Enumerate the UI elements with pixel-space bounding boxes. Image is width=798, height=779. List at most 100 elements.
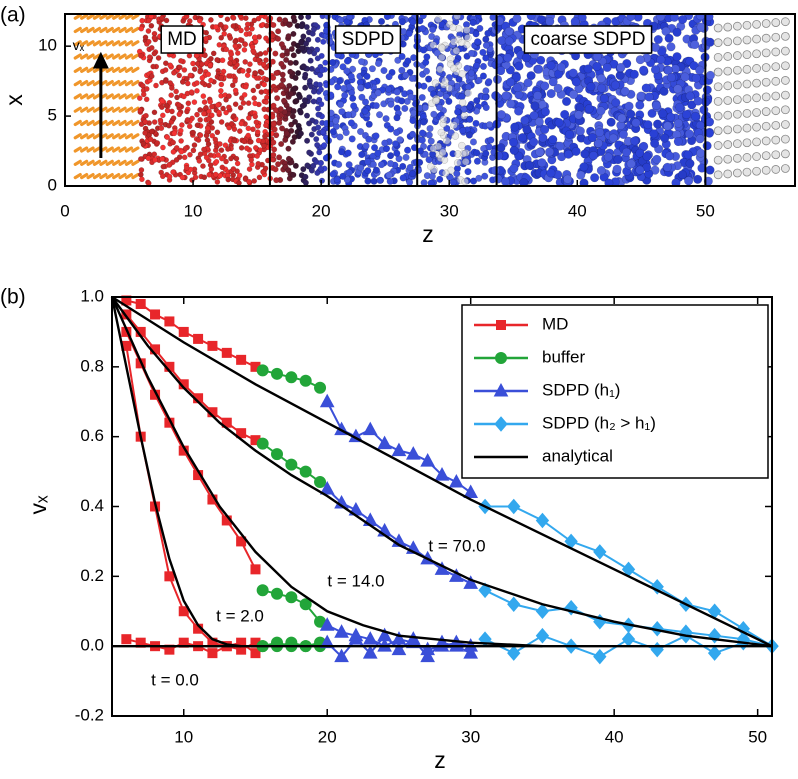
wall-atom: [80, 53, 89, 60]
wall-atom: [118, 119, 127, 127]
particle: [643, 120, 653, 130]
particle: [514, 106, 524, 116]
particle: [512, 83, 522, 93]
particle: [429, 26, 437, 34]
particle: [358, 93, 366, 101]
particle: [361, 98, 370, 106]
particle: [255, 160, 262, 167]
particle: [650, 138, 660, 148]
particle: [421, 150, 429, 158]
particle: [218, 147, 225, 154]
particle: [151, 34, 158, 41]
particle: [182, 145, 189, 152]
wall-atom: [732, 153, 742, 163]
particle: [673, 136, 683, 147]
particle: [429, 41, 438, 49]
particle: [398, 66, 406, 74]
particle: [430, 110, 438, 118]
particle: [500, 176, 511, 186]
particle: [318, 67, 326, 74]
particle: [226, 104, 232, 111]
marker: [362, 421, 378, 436]
particle: [157, 117, 164, 124]
particle: [467, 49, 476, 57]
particle: [162, 60, 169, 67]
particle: [616, 62, 626, 72]
particle: [636, 91, 646, 101]
particle: [419, 25, 427, 33]
wall-atom: [732, 80, 742, 90]
particle: [683, 150, 693, 160]
wall-atom: [131, 80, 140, 87]
wall-atom: [771, 47, 781, 57]
particle: [137, 171, 144, 178]
wall-atom: [80, 106, 89, 113]
particle: [167, 80, 174, 86]
series-line: [111, 296, 773, 648]
particle: [186, 52, 193, 59]
particle: [693, 96, 703, 106]
particle: [203, 35, 209, 42]
particle: [151, 119, 158, 125]
wall-atom: [742, 35, 752, 45]
particle: [171, 69, 177, 76]
wall-atom: [761, 92, 771, 102]
particle: [586, 82, 596, 92]
particle: [317, 160, 324, 167]
particle: [183, 164, 190, 171]
particle: [320, 38, 327, 45]
particle: [553, 83, 563, 93]
wall-atom: [780, 76, 790, 85]
wall-atom: [105, 14, 114, 20]
wall-atom: [713, 111, 723, 121]
particle: [275, 28, 282, 35]
particle: [519, 178, 529, 186]
particle: [406, 178, 414, 186]
y-tick-label: 0.2: [80, 566, 104, 585]
particle: [336, 133, 344, 141]
particle: [474, 38, 482, 46]
wall-atom: [761, 33, 771, 43]
marker: [463, 575, 479, 589]
wall-atom: [780, 46, 790, 56]
particle: [241, 138, 248, 145]
wall-atom: [124, 159, 134, 166]
wall-atom: [92, 53, 102, 60]
marker: [164, 571, 175, 582]
marker: [348, 627, 364, 642]
particle: [504, 26, 514, 36]
marker: [535, 512, 550, 529]
particle: [154, 140, 161, 146]
particle: [313, 136, 320, 143]
wall-atom: [742, 108, 752, 118]
particle: [140, 91, 147, 98]
particle: [310, 98, 317, 105]
particle: [431, 79, 440, 87]
particle: [214, 102, 221, 108]
wall-atom: [112, 66, 121, 73]
particle: [546, 89, 556, 99]
particle: [576, 170, 586, 180]
particle: [230, 113, 237, 119]
marker: [319, 480, 335, 495]
wall-atom: [73, 159, 82, 166]
wall-atom: [124, 119, 134, 127]
wall-atom: [118, 53, 127, 60]
particle: [238, 27, 244, 34]
wall-atom: [92, 159, 102, 166]
particle: [241, 91, 248, 98]
particle: [427, 137, 435, 145]
legend-label: analytical: [542, 446, 613, 465]
particle: [599, 93, 609, 104]
particle: [229, 82, 236, 89]
particle: [385, 85, 393, 93]
x-tick-label: 40: [605, 727, 624, 746]
particle: [470, 177, 478, 185]
series-line: [111, 295, 773, 648]
particle: [317, 86, 324, 93]
particle: [296, 93, 303, 101]
particle: [647, 108, 657, 118]
particle: [316, 96, 323, 103]
particle: [251, 178, 258, 184]
particle: [630, 136, 640, 146]
